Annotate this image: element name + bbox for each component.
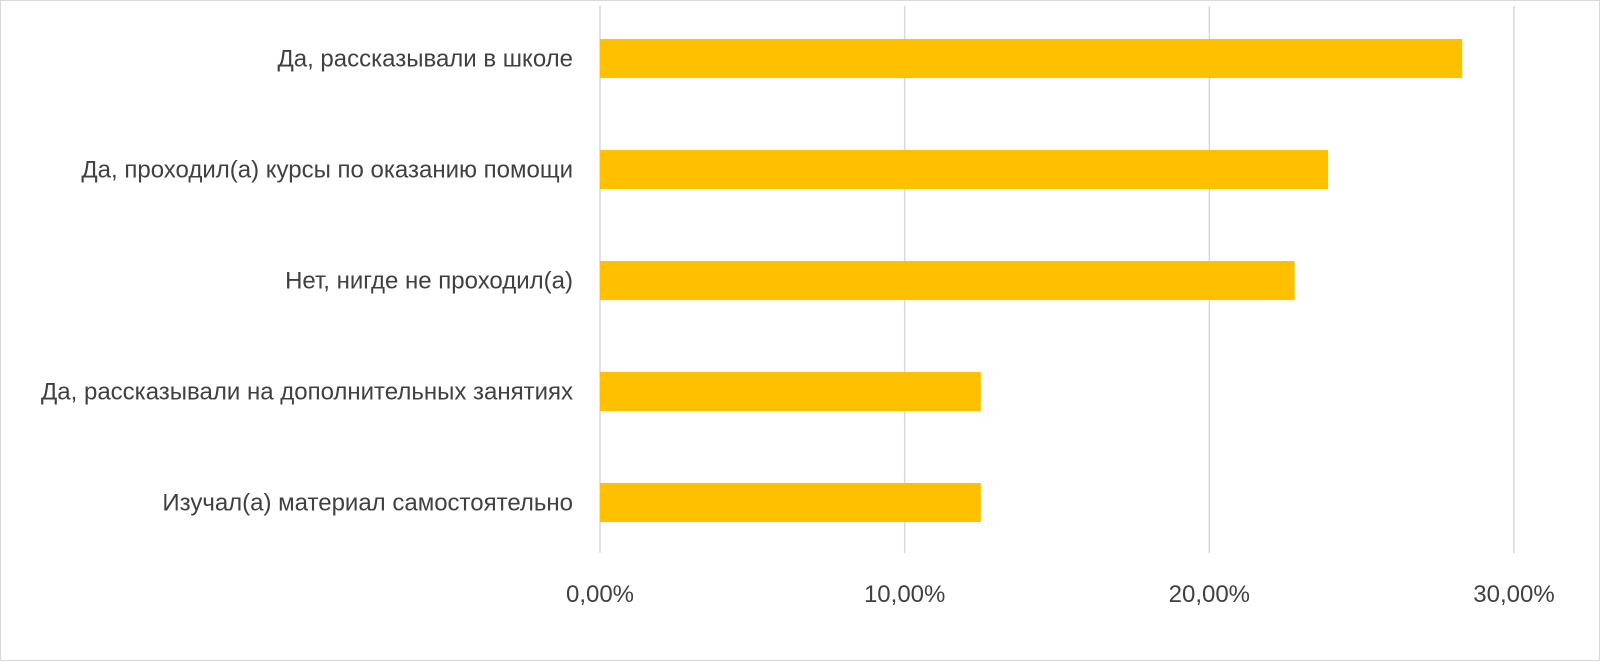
x-tick-label: 0,00% [566, 581, 634, 608]
x-tick-label: 30,00% [1473, 581, 1554, 608]
x-tick-label: 10,00% [864, 581, 945, 608]
category-label: Да, рассказывали на дополнительных занят… [41, 379, 573, 406]
bar [600, 261, 1295, 300]
category-label: Да, проходил(а) курсы по оказанию помощи [81, 157, 573, 184]
bar [600, 150, 1329, 189]
bar [600, 39, 1463, 78]
bar [600, 483, 981, 522]
bar [600, 372, 981, 411]
category-label: Нет, нигде не проходил(а) [285, 268, 573, 295]
category-label: Изучал(а) материал самостоятельно [162, 490, 573, 517]
x-axis-ticks: 0,00% 10,00% 20,00% 30,00% [566, 581, 1555, 608]
bars [600, 39, 1463, 522]
category-labels: Да, рассказывали в школе Да, проходил(а) … [41, 46, 573, 517]
x-tick-label: 20,00% [1169, 581, 1250, 608]
category-label: Да, рассказывали в школе [277, 46, 573, 73]
